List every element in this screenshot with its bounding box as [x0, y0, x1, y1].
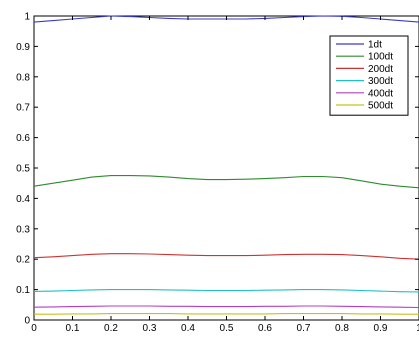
x-tick-label: 0.5	[220, 323, 234, 334]
x-tick-label: 0.6	[258, 323, 272, 334]
x-tick-label: 0.1	[66, 323, 80, 334]
y-tick-label: 0.5	[16, 164, 30, 175]
x-tick-label: 1	[416, 323, 419, 334]
series-line-300dt	[33, 289, 419, 293]
legend-box	[329, 35, 409, 116]
legend-label: 1dt	[368, 40, 382, 51]
y-axis: 0 0.1 0.2 0.3 0.4 0.5 0.6 0.7 0.8 0.9 1	[16, 12, 419, 327]
legend-label: 500dt	[368, 101, 393, 112]
y-tick-label: 0.4	[16, 194, 30, 205]
x-tick-label: 0.2	[104, 323, 118, 334]
series-line-200dt	[33, 253, 419, 260]
x-tick-label: 0	[31, 323, 37, 334]
y-tick-label: 0	[24, 316, 30, 327]
y-tick-label: 1	[24, 12, 30, 23]
series-line-100dt	[33, 175, 419, 189]
x-tick-label: 0.7	[297, 323, 311, 334]
legend-label: 300dt	[368, 76, 393, 87]
y-tick-label: 0.6	[16, 133, 30, 144]
legend-label: 400dt	[368, 88, 393, 99]
series-line-500dt	[34, 313, 419, 315]
legend-label: 200dt	[368, 64, 393, 75]
y-tick-label: 0.2	[16, 255, 30, 266]
x-tick-label: 0.4	[181, 323, 195, 334]
x-tick-label: 0.8	[335, 323, 349, 334]
y-tick-label: 0.8	[16, 72, 30, 83]
y-tick-label: 0.3	[16, 224, 30, 235]
y-tick-label: 0.9	[16, 42, 30, 53]
legend-label: 100dt	[368, 52, 393, 63]
y-tick-label: 0.1	[16, 285, 30, 296]
x-tick-label: 0.3	[143, 323, 157, 334]
y-tick-label: 0.7	[16, 103, 30, 114]
x-tick-label: 0.9	[374, 323, 388, 334]
x-axis: 0 0.1 0.2 0.3 0.4 0.5 0.6 0.7 0.8 0.9 1	[31, 16, 419, 334]
series-line-400dt	[33, 305, 419, 309]
